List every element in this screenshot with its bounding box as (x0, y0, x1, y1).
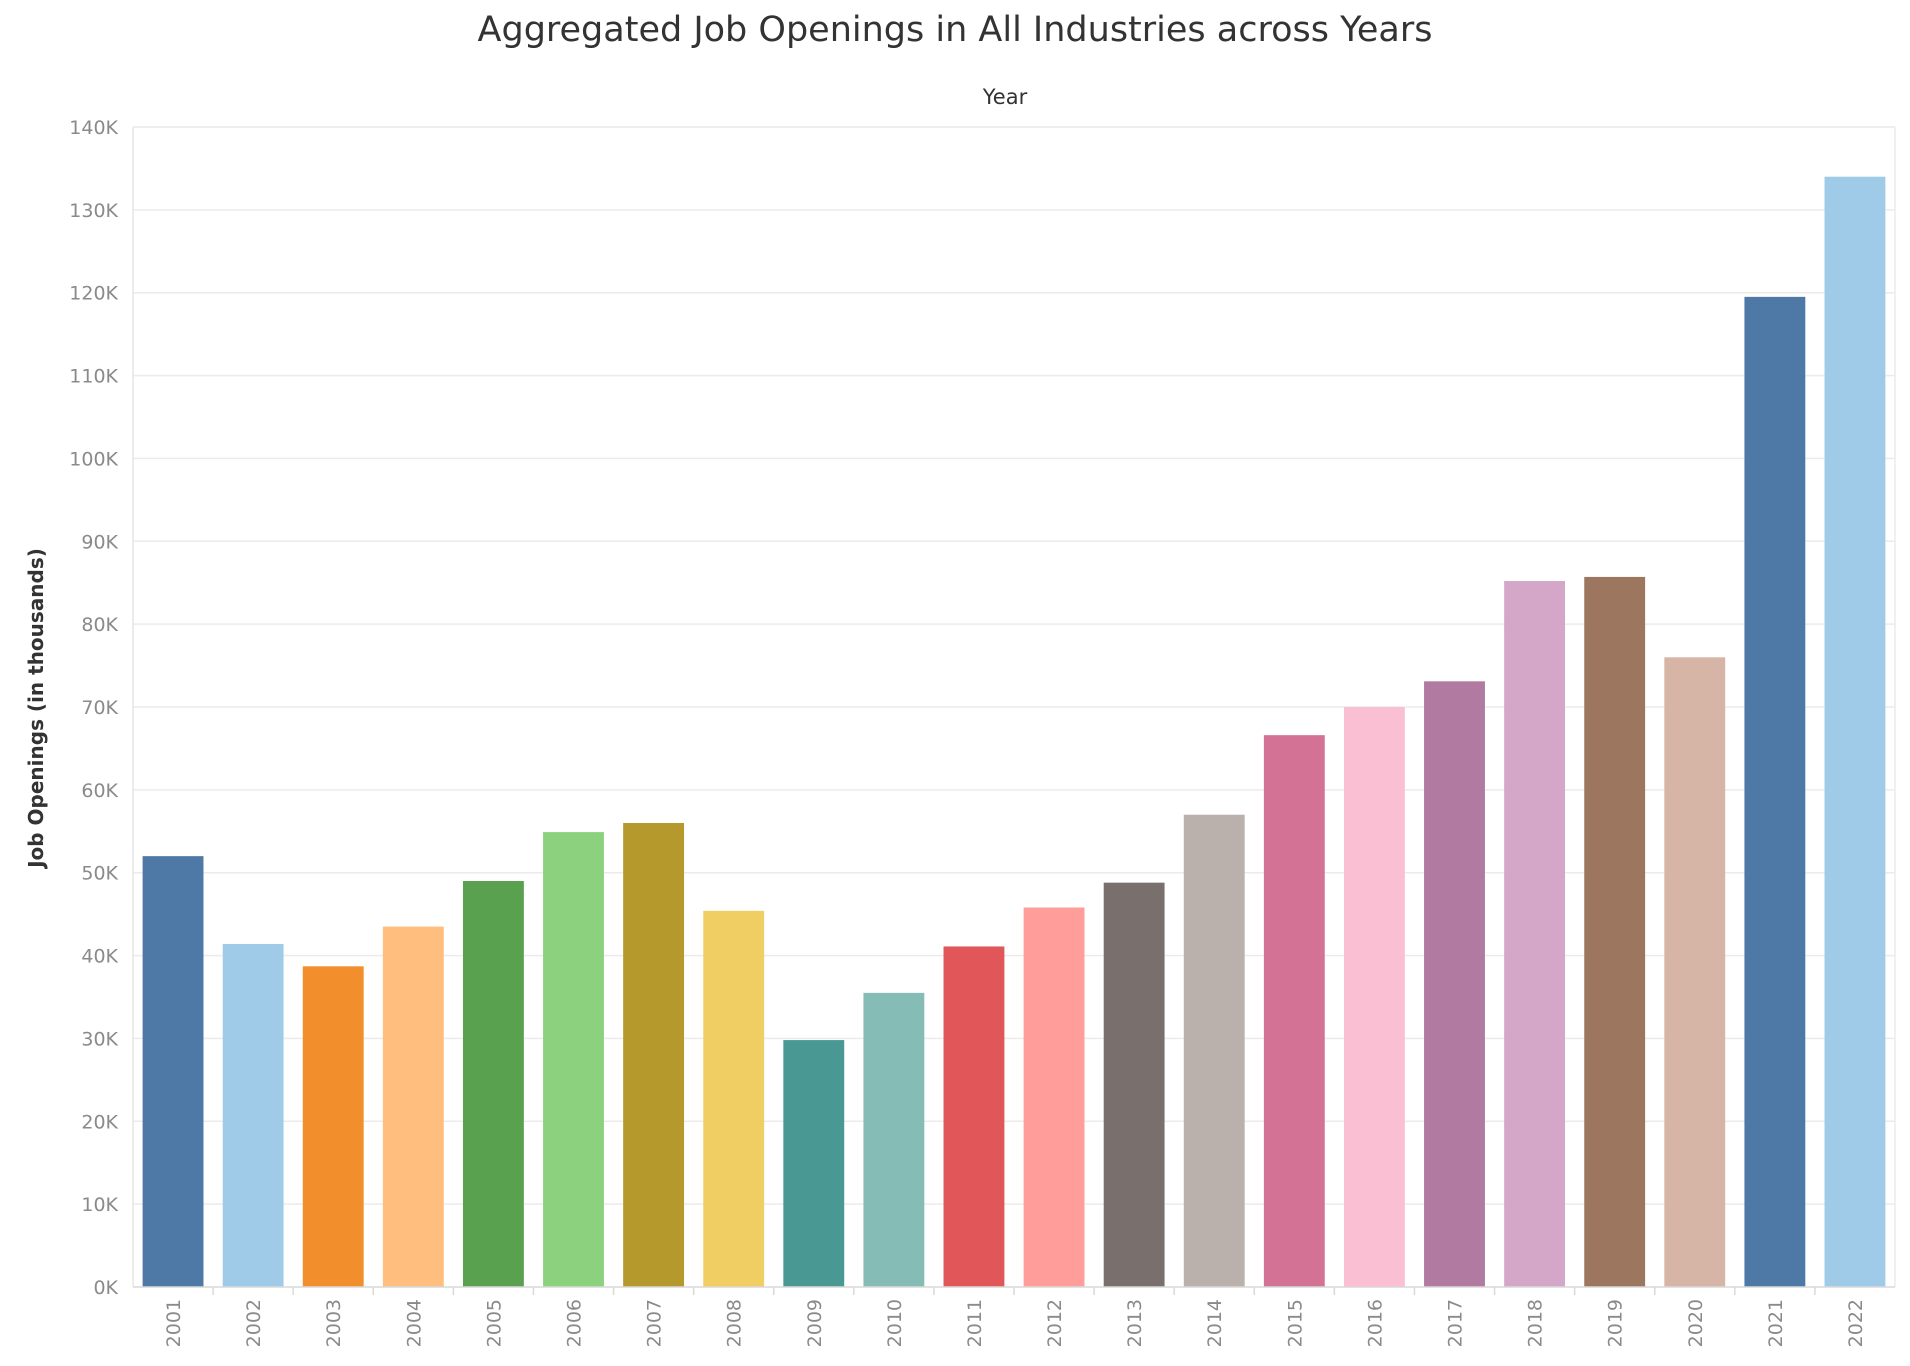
x-tick-label: 2004 (403, 1299, 425, 1347)
bars (142, 176, 1886, 1288)
bar-2010 (863, 992, 925, 1287)
x-tick-label: 2012 (1044, 1299, 1066, 1347)
bar-2012 (1023, 907, 1085, 1287)
x-tick-label: 2013 (1124, 1299, 1146, 1347)
x-tick-label: 2022 (1845, 1299, 1867, 1347)
x-tick-label: 2001 (163, 1299, 185, 1347)
x-tick-label: 2002 (243, 1299, 265, 1347)
bar-2019 (1584, 576, 1646, 1287)
bar-2006 (543, 832, 604, 1287)
x-tick-label: 2020 (1685, 1299, 1707, 1347)
bar-2020 (1664, 657, 1726, 1287)
y-tick-label: 60K (81, 780, 118, 802)
x-axis-header: Year (982, 85, 1028, 109)
y-tick-label: 0K (93, 1277, 118, 1299)
bar-2017 (1424, 681, 1485, 1287)
bar-2002 (222, 943, 284, 1287)
x-tick-label: 2006 (564, 1299, 586, 1347)
bar-2001 (142, 856, 204, 1287)
chart-title: Aggregated Job Openings in All Industrie… (477, 10, 1433, 50)
y-tick-label: 70K (81, 697, 118, 719)
x-tick-label: 2007 (644, 1299, 666, 1347)
y-tick-label: 80K (81, 614, 118, 636)
bar-2009 (783, 1040, 845, 1287)
x-tick-label: 2011 (964, 1299, 986, 1347)
y-tick-label: 120K (69, 283, 118, 305)
bar-2007 (623, 823, 685, 1287)
bar-2018 (1504, 581, 1566, 1287)
x-tick-label: 2019 (1605, 1299, 1627, 1347)
y-tick-label: 50K (81, 863, 118, 885)
bar-2016 (1343, 707, 1405, 1287)
y-axis-label: Job Openings (in thousands) (24, 548, 48, 870)
y-tick-label: 90K (81, 531, 118, 553)
y-tick-label: 100K (69, 448, 118, 470)
bar-2021 (1744, 296, 1806, 1287)
x-tick-label: 2015 (1284, 1299, 1306, 1347)
bar-2015 (1263, 735, 1325, 1287)
bar-2022 (1824, 176, 1886, 1288)
x-tick-label: 2010 (884, 1299, 906, 1347)
bar-2003 (302, 966, 364, 1287)
bar-2005 (462, 881, 524, 1287)
y-tick-label: 130K (69, 200, 118, 222)
y-tick-label: 30K (81, 1028, 118, 1050)
x-tick-label: 2005 (483, 1299, 505, 1347)
y-tick-label: 10K (81, 1194, 118, 1216)
bar-2013 (1103, 882, 1165, 1287)
x-tick-label: 2009 (804, 1299, 826, 1347)
x-tick-label: 2016 (1364, 1299, 1386, 1347)
bar-2014 (1183, 814, 1245, 1287)
y-tick-label: 110K (69, 366, 118, 388)
bar-2008 (703, 910, 765, 1287)
x-tick-label: 2008 (724, 1299, 746, 1347)
x-tick-label: 2018 (1525, 1299, 1547, 1347)
axes: 0K 10K 20K 30K 40K 50K 60K 70K 80K 90K 100K 110K 120… (69, 117, 1896, 1347)
x-tick-label: 2017 (1445, 1299, 1467, 1347)
x-tick-label: 2014 (1204, 1299, 1226, 1347)
bar-2004 (382, 926, 444, 1287)
x-tick-label: 2021 (1765, 1299, 1787, 1347)
y-tick-label: 20K (81, 1111, 118, 1133)
x-tick-label: 2003 (323, 1299, 345, 1347)
y-tick-label: 40K (81, 946, 118, 968)
bar-2011 (943, 946, 1005, 1287)
y-tick-label: 140K (69, 117, 118, 139)
